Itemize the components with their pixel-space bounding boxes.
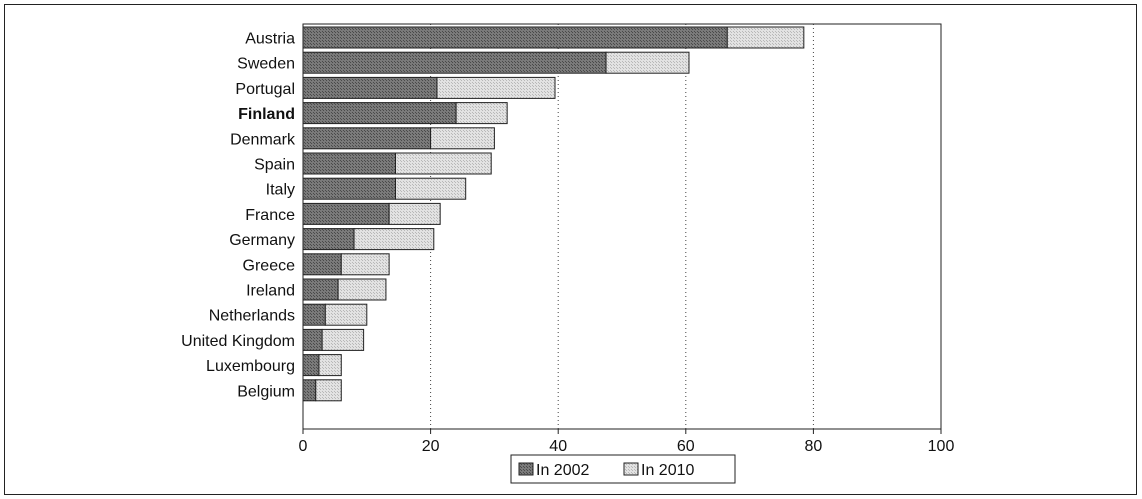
chart-frame: Austria Sweden Portugal Finland Denmark Spain… — [4, 4, 1137, 495]
bar-segment-germany-in-2002 — [302, 228, 355, 251]
legend-label-2002: In 2002 — [536, 462, 589, 479]
bar-segment-united-kingdom-in-2002 — [302, 328, 323, 351]
category-label-greece: Greece — [243, 257, 296, 274]
bar-segment-denmark-in-2002 — [302, 127, 432, 150]
bar-segment-sweden-in-2002 — [302, 51, 607, 74]
bar-segment-italy-in-2010 — [395, 177, 467, 200]
bar-segment-austria-in-2002 — [302, 26, 728, 49]
x-tick-label: 20 — [422, 438, 440, 455]
x-axis-ticks: 0 20 40 60 80 100 — [299, 429, 955, 455]
x-tick-label: 0 — [299, 438, 308, 455]
legend-label-2010: In 2010 — [641, 462, 694, 479]
x-tick-label: 80 — [805, 438, 823, 455]
category-labels: Austria Sweden Portugal Finland Denmark Spain… — [181, 31, 296, 401]
category-label-united-kingdom: United Kingdom — [181, 333, 295, 350]
category-label-finland: Finland — [238, 106, 295, 123]
category-label-austria: Austria — [245, 31, 295, 48]
bar-segment-france-in-2010 — [388, 202, 441, 225]
category-label-spain: Spain — [254, 157, 295, 174]
category-label-netherlands: Netherlands — [209, 308, 295, 325]
stacked-bar-chart: Austria Sweden Portugal Finland Denmark Spain… — [181, 23, 955, 484]
bar-segment-denmark-in-2010 — [430, 127, 495, 150]
bar-segment-sweden-in-2010 — [605, 51, 690, 74]
bar-segment-luxembourg-in-2002 — [302, 354, 320, 377]
bar-segment-ireland-in-2002 — [302, 278, 339, 301]
legend-swatch-2010 — [623, 462, 639, 476]
category-label-france: France — [245, 207, 295, 224]
bar-segment-finland-in-2002 — [302, 102, 457, 125]
bar-segment-ireland-in-2010 — [337, 278, 387, 301]
bar-segment-portugal-in-2010 — [436, 76, 556, 99]
bar-segment-netherlands-in-2002 — [302, 303, 326, 326]
bar-segment-belgium-in-2010 — [315, 379, 342, 402]
bar-segment-netherlands-in-2010 — [324, 303, 368, 326]
category-label-italy: Italy — [266, 182, 295, 199]
x-tick-label: 100 — [928, 438, 955, 455]
category-label-sweden: Sweden — [237, 56, 295, 73]
category-label-germany: Germany — [229, 232, 295, 249]
legend-box — [510, 454, 736, 484]
bar-segment-austria-in-2010 — [726, 26, 805, 49]
bar-segment-greece-in-2002 — [302, 253, 342, 276]
bar-segment-luxembourg-in-2010 — [318, 354, 342, 377]
bar-segment-finland-in-2010 — [455, 102, 508, 125]
bar-segment-france-in-2002 — [302, 202, 390, 225]
category-label-portugal: Portugal — [235, 81, 295, 98]
legend-swatch-2002 — [518, 462, 534, 476]
bar-segment-italy-in-2002 — [302, 177, 397, 200]
category-label-belgium: Belgium — [237, 383, 295, 400]
x-tick-label: 40 — [549, 438, 567, 455]
bar-segment-united-kingdom-in-2010 — [321, 328, 365, 351]
bar-segment-greece-in-2010 — [340, 253, 390, 276]
category-label-ireland: Ireland — [246, 283, 295, 300]
plot-area — [302, 23, 942, 430]
bar-segment-germany-in-2010 — [353, 228, 435, 251]
legend: In 2002 In 2010 — [510, 454, 736, 484]
category-label-denmark: Denmark — [230, 131, 296, 148]
x-tick-label: 60 — [677, 438, 695, 455]
bar-segment-belgium-in-2002 — [302, 379, 317, 402]
bar-segment-spain-in-2010 — [395, 152, 492, 175]
bar-segment-portugal-in-2002 — [302, 76, 438, 99]
bars — [302, 26, 805, 402]
category-label-luxembourg: Luxembourg — [206, 358, 295, 375]
bar-segment-spain-in-2002 — [302, 152, 397, 175]
